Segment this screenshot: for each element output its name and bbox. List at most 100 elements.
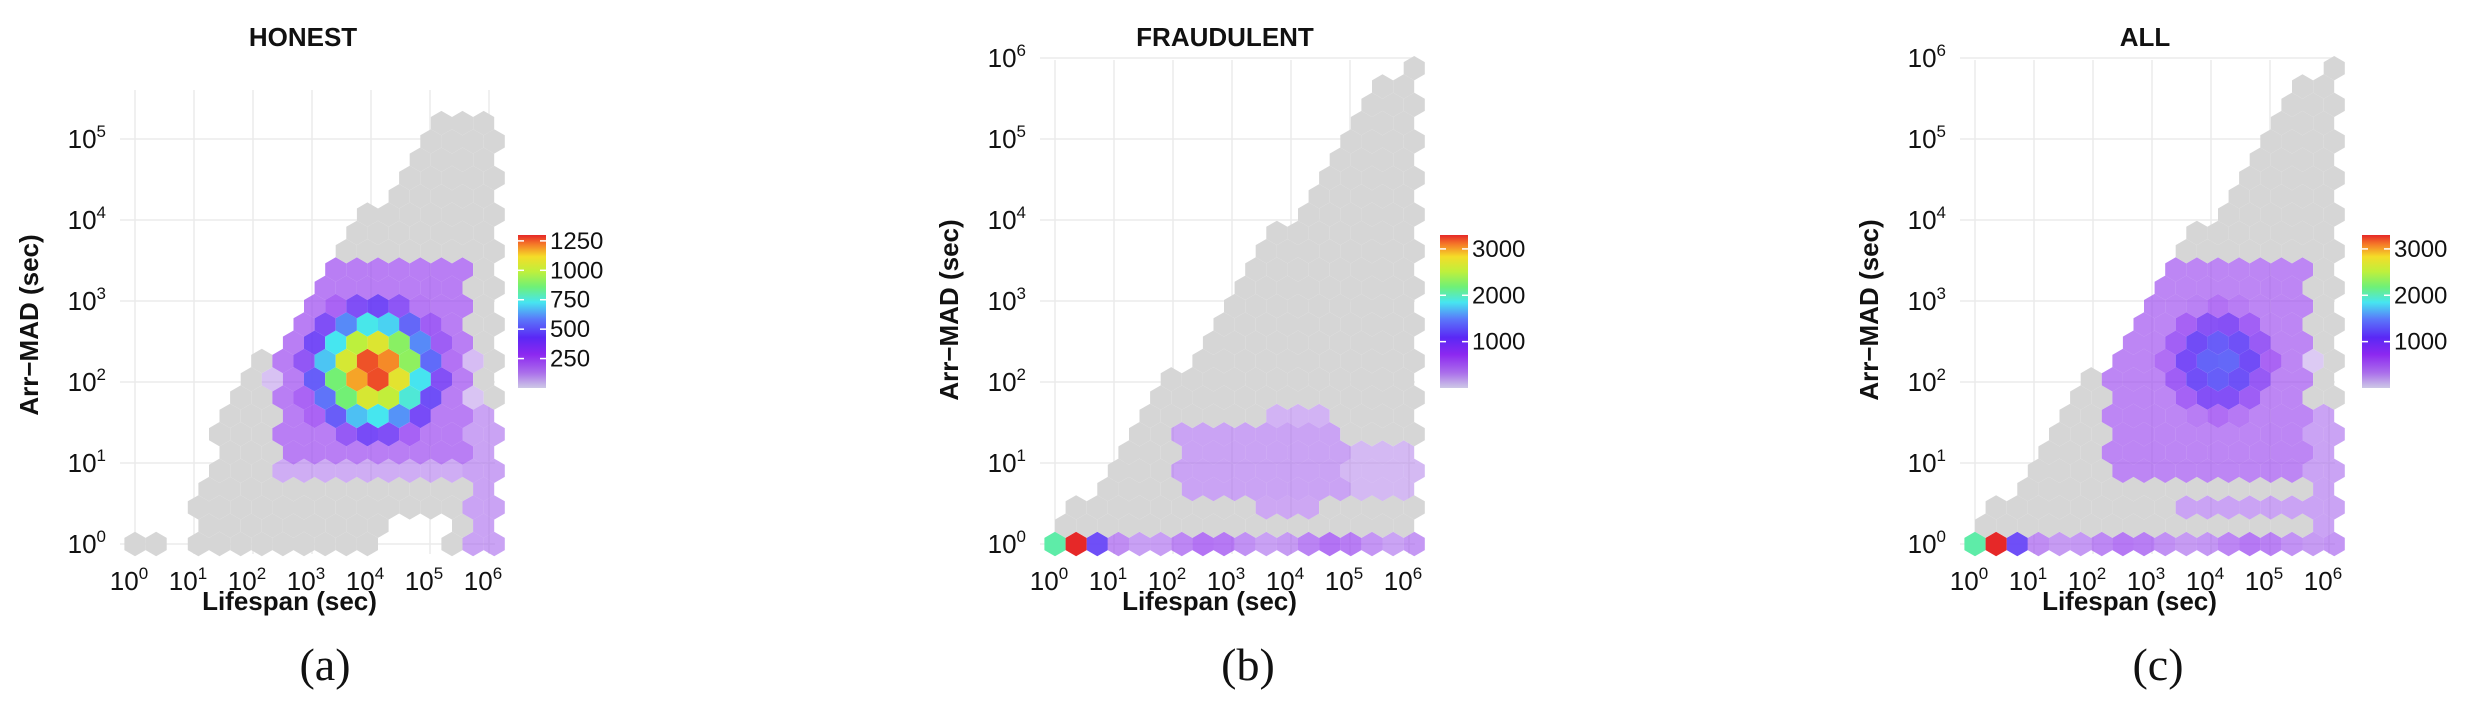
tick-base: 10 [1908,205,1937,235]
hex-cell [1340,312,1362,337]
hex-cell [1224,513,1246,538]
hex-cell [2070,458,2092,483]
x-tick-label: 102 [1148,564,1186,596]
hex-cell [1298,531,1320,557]
hex-cell [2292,74,2314,99]
hex-cell [2281,348,2303,374]
hex-cell [1139,403,1161,429]
hex-cell [2323,495,2345,520]
hex-cell [2302,422,2324,447]
hex-cell [293,312,315,337]
hex-cell [399,422,421,447]
hex-cell [399,495,421,520]
hex-cell [2049,495,2071,520]
x-tick-label: 102 [2068,564,2106,596]
tick-exp: 2 [1177,564,1186,583]
hex-cell [1308,330,1330,355]
hex-cell [473,403,495,429]
hex-cell [1192,348,1214,374]
hex-cell [1340,385,1362,410]
hex-cell [1213,312,1235,337]
hex-cell [304,476,326,502]
hex-cell [378,312,400,337]
hex-cell [2313,403,2335,429]
hex-cell [1287,220,1309,246]
hex-cell [420,458,442,483]
hex-cell [1340,275,1362,300]
hex-cell [2144,293,2166,319]
hex-cell [1298,275,1320,300]
hex-cell [1393,440,1415,465]
hex-cell [2122,330,2144,355]
hex-cell [420,275,442,300]
hex-cell [1372,513,1394,538]
colorbar-tick-label: 2000 [1472,282,1525,309]
hex-cell [378,239,400,264]
hex-cell [2175,422,2197,447]
tick-base: 10 [988,367,1017,397]
tick-exp: 1 [97,446,106,465]
x-tick-label: 100 [110,564,148,596]
y-tick-label: 104 [68,203,106,235]
hex-cell [1287,257,1309,282]
hex-cell [1319,422,1341,447]
hex-cell [2017,476,2039,502]
hex-cell [2218,531,2240,557]
x-tick-label: 103 [287,564,325,596]
hex-cell [2186,513,2208,538]
hex-cell [1393,147,1415,172]
hex-cell [1298,239,1320,264]
hex-cell [2049,531,2071,557]
hex-cell [2281,92,2303,117]
hex-cell [2112,348,2134,374]
y-tick-label: 104 [1908,203,1946,235]
hex-cell [441,458,463,483]
hex-cell [2260,495,2282,520]
hex-cell [483,165,505,191]
hex-cell [2239,495,2261,520]
hex-cell [2239,275,2261,300]
hex-cell [441,275,463,300]
hex-cell [1996,513,2018,538]
tick-base: 10 [1908,124,1937,154]
tick-exp: 0 [1059,564,1068,583]
y-tick-label: 105 [988,122,1026,154]
hex-cell [483,129,505,154]
colorbar-tick-label: 1000 [2394,329,2447,356]
colorbar-gradient [518,235,546,388]
tick-exp: 5 [1937,122,1946,141]
hex-cell [2144,440,2166,465]
hex-cell [346,330,368,355]
hex-cell [230,495,252,520]
hex-cell [1255,312,1277,337]
hex-cell [2186,476,2208,502]
hex-cell [367,330,389,355]
hex-cell [2270,476,2292,502]
hex-cell [1287,330,1309,355]
hex-cell [2323,239,2345,264]
hex-cell [2112,495,2134,520]
hex-cell [483,348,505,374]
hex-cell [2302,92,2324,117]
hex-cell [1255,348,1277,374]
hex-cell [2154,458,2176,483]
hex-cell [473,476,495,502]
hex-cell [1361,312,1383,337]
x-tick-label: 101 [1089,564,1127,596]
hex-cell [1985,531,2007,557]
hex-cell [367,367,389,392]
hex-cell [2186,440,2208,465]
hex-cell [2239,202,2261,227]
hex-cell [378,202,400,227]
hex-cell [1298,202,1320,227]
hex-cell [378,422,400,447]
hex-cell [251,385,273,410]
tick-base: 10 [1325,566,1354,596]
hex-cell [2239,458,2261,483]
hex-cell [2038,440,2060,465]
hex-cell [2218,202,2240,227]
hex-cell [1192,531,1214,557]
hex-cell [1382,385,1404,410]
hex-cell [2292,257,2314,282]
